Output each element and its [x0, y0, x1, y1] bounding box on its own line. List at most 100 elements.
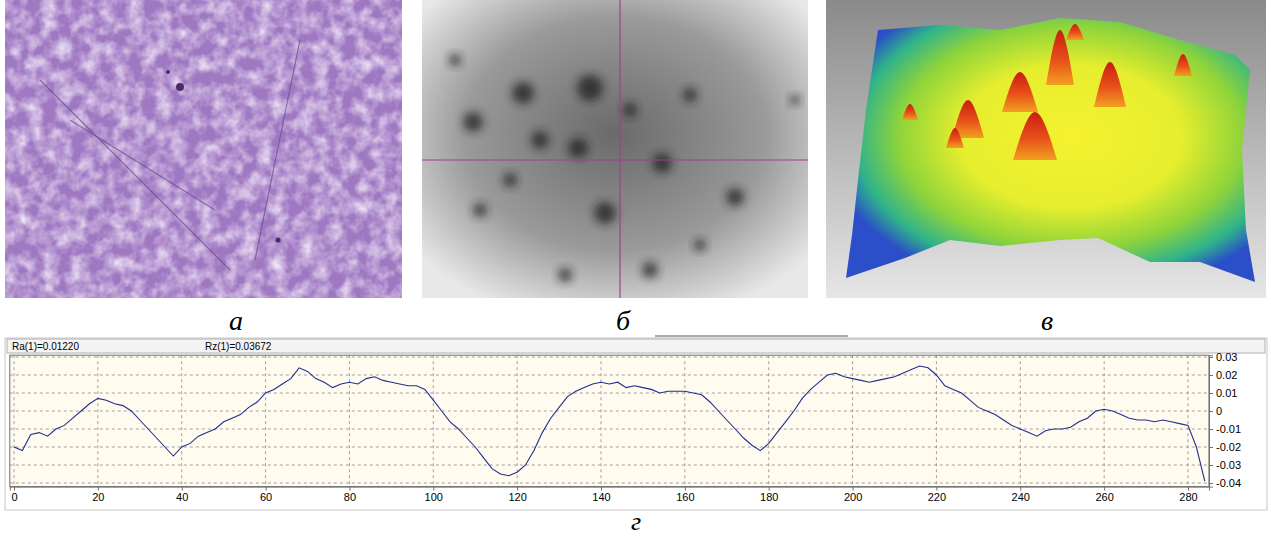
grid: [10, 355, 1209, 486]
dark-spot: [503, 173, 517, 187]
x-tick: 20: [92, 487, 104, 504]
dark-spot: [623, 103, 637, 117]
dark-spot: [512, 82, 534, 104]
x-tick-mark: [685, 487, 686, 491]
grid-line: [10, 411, 1209, 412]
pore: [276, 238, 281, 243]
profile-chart: Ra(1)=0.01220Rz(1)=0.0367202040608010012…: [5, 338, 1267, 510]
dark-spot: [531, 131, 549, 149]
header-bar: [7, 339, 1265, 353]
y-tick-mark: [1209, 393, 1213, 394]
peak: [1094, 62, 1126, 107]
grid-line: [265, 355, 266, 486]
x-tick-label: 220: [928, 491, 946, 503]
separator: [655, 336, 848, 337]
x-tick-label: 60: [260, 491, 272, 503]
grid-line: [1188, 355, 1189, 486]
peak: [1174, 54, 1192, 76]
surface: [846, 18, 1255, 282]
crosshair: [422, 159, 808, 160]
scratch: [70, 120, 215, 210]
x-tick-label: 40: [176, 491, 188, 503]
y-tick-mark: [1209, 357, 1213, 358]
dark-spot: [694, 239, 706, 251]
x-tick-mark: [517, 487, 518, 491]
panel-label: б: [616, 305, 631, 336]
x-tick-label: 200: [844, 491, 862, 503]
panel-label: г: [631, 507, 641, 536]
grid-line: [1104, 355, 1105, 486]
dark-spot: [642, 262, 658, 278]
x-tick-mark: [1188, 487, 1189, 491]
peak: [1002, 72, 1038, 112]
x-tick-label: 100: [425, 491, 443, 503]
x-axis: 020406080100120140160180200220240260280: [10, 487, 1209, 504]
panel-b: [422, 0, 808, 298]
x-tick-label: 260: [1095, 491, 1113, 503]
y-tick: 0.02: [1209, 369, 1237, 381]
peak: [1013, 112, 1057, 160]
figure: абвRa(1)=0.01220Rz(1)=0.0367202040608010…: [0, 0, 1271, 541]
x-tick: 260: [1095, 487, 1113, 504]
dark-spot: [577, 75, 603, 101]
panel-a-texture: [5, 0, 402, 298]
grid-line: [14, 355, 15, 486]
x-tick: 240: [1012, 487, 1030, 504]
x-tick-label: 20: [92, 491, 104, 503]
x-tick: 200: [844, 487, 862, 504]
dark-spot: [473, 203, 487, 217]
x-tick-label: 140: [592, 491, 610, 503]
y-tick-mark: [1209, 447, 1213, 448]
y-axis: 0.030.020.010-0.01-0.02-0.03-0.04: [1209, 351, 1241, 489]
dark-spot: [652, 153, 672, 173]
grid-line: [349, 355, 350, 486]
x-tick: 280: [1179, 487, 1197, 504]
x-tick-label: 80: [344, 491, 356, 503]
y-tick-label: 0.02: [1216, 369, 1237, 381]
dark-spot: [683, 88, 697, 102]
x-tick-mark: [14, 487, 15, 491]
y-tick-label: 0: [1216, 405, 1222, 417]
grid-line: [517, 355, 518, 486]
x-tick-mark: [1020, 487, 1021, 491]
y-tick-mark: [1209, 411, 1213, 412]
grid-line: [1020, 355, 1021, 486]
grid-line: [97, 355, 98, 486]
y-tick: -0.03: [1209, 459, 1241, 471]
x-tick: 100: [425, 487, 443, 504]
panel-label: а: [229, 305, 243, 336]
pore: [176, 83, 184, 91]
grid-line: [10, 447, 1209, 448]
y-axis-line: [1209, 356, 1213, 487]
dark-spot: [463, 112, 483, 132]
x-tick-mark: [1104, 487, 1105, 491]
x-axis-line: [10, 487, 1209, 491]
chart-background: [5, 338, 1267, 510]
x-tick: 180: [760, 487, 778, 504]
grid-line: [10, 393, 1209, 394]
grid-line: [601, 355, 602, 486]
y-tick-mark: [1209, 375, 1213, 376]
x-tick-label: 180: [760, 491, 778, 503]
panel-a-background: [5, 0, 402, 298]
panel-a: [5, 0, 402, 298]
panel-c: [826, 0, 1266, 298]
panel-label: в: [1041, 305, 1053, 336]
x-tick-label: 160: [676, 491, 694, 503]
grid-line: [10, 357, 1209, 358]
scratch: [255, 40, 300, 260]
y-tick-label: -0.02: [1216, 441, 1241, 453]
x-tick-label: 280: [1179, 491, 1197, 503]
profile-line: [14, 366, 1205, 481]
y-tick: -0.04: [1209, 477, 1241, 489]
panel-b-background: [422, 0, 808, 298]
y-tick-label: 0.03: [1216, 351, 1237, 363]
y-tick: 0.01: [1209, 387, 1237, 399]
grid-line: [852, 355, 853, 486]
dark-spot: [594, 202, 616, 224]
y-tick-mark: [1209, 429, 1213, 430]
x-tick-label: 240: [1012, 491, 1030, 503]
peak: [946, 128, 964, 148]
x-tick: 80: [344, 487, 356, 504]
x-tick-mark: [98, 487, 99, 491]
